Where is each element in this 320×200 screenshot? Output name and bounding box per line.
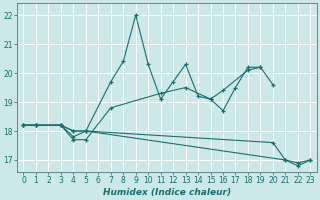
X-axis label: Humidex (Indice chaleur): Humidex (Indice chaleur) bbox=[103, 188, 231, 197]
